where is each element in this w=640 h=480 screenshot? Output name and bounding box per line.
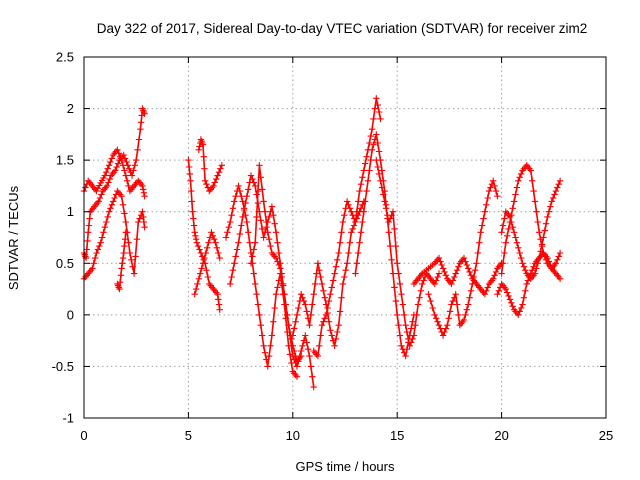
series-markers <box>114 229 129 293</box>
chart-title: Day 322 of 2017, Sidereal Day-to-day VTE… <box>97 21 587 36</box>
series-line <box>83 107 146 259</box>
series-markers <box>373 156 443 349</box>
y-tick-label: -1 <box>62 411 74 426</box>
tick-labels: 0 5 10 15 20 25 -1 -0.5 0 0.5 1 1.5 2 2.5 <box>52 50 614 444</box>
series-markers <box>498 177 564 282</box>
plot-frame <box>83 56 607 419</box>
series-markers <box>310 95 384 360</box>
series-markers <box>425 177 501 339</box>
series-line <box>83 190 146 280</box>
x-tick-label: 20 <box>494 428 508 443</box>
y-axis-label: SDTVAR / TECUs <box>6 185 21 290</box>
series-track-j <box>247 162 317 391</box>
series-track-b <box>80 105 148 262</box>
data-series <box>80 95 564 391</box>
y-tick-label: -0.5 <box>52 359 74 374</box>
y-tick-label: 1 <box>67 204 74 219</box>
series-track-l <box>310 95 384 360</box>
series-track-f <box>195 136 225 195</box>
series-line <box>250 164 315 388</box>
series-markers <box>191 229 223 298</box>
x-tick-label: 5 <box>185 428 192 443</box>
y-tick-label: 0 <box>67 307 74 322</box>
series-track-n <box>373 156 443 349</box>
series-markers <box>195 136 225 195</box>
axis-ticks <box>83 56 607 419</box>
x-tick-label: 0 <box>80 428 87 443</box>
series-line <box>292 201 365 347</box>
x-tick-label: 10 <box>286 428 300 443</box>
series-line <box>375 159 440 347</box>
x-tick-label: 25 <box>599 428 613 443</box>
series-markers <box>494 249 564 319</box>
series-markers <box>498 162 564 277</box>
x-axis-label: GPS time / hours <box>296 459 395 474</box>
series-line <box>83 149 146 197</box>
series-track-d <box>114 229 129 293</box>
y-tick-label: 0.5 <box>56 256 74 271</box>
y-tick-label: 2.5 <box>56 50 74 65</box>
series-line <box>496 252 561 316</box>
series-markers <box>247 162 317 391</box>
y-tick-label: 2 <box>67 101 74 116</box>
x-tick-label: 15 <box>390 428 404 443</box>
y-tick-label: 1.5 <box>56 153 74 168</box>
series-track-s <box>494 249 564 319</box>
series-line <box>225 185 298 378</box>
series-track-r <box>498 177 564 282</box>
series-track-g <box>191 229 223 298</box>
series-track-p <box>425 177 501 339</box>
